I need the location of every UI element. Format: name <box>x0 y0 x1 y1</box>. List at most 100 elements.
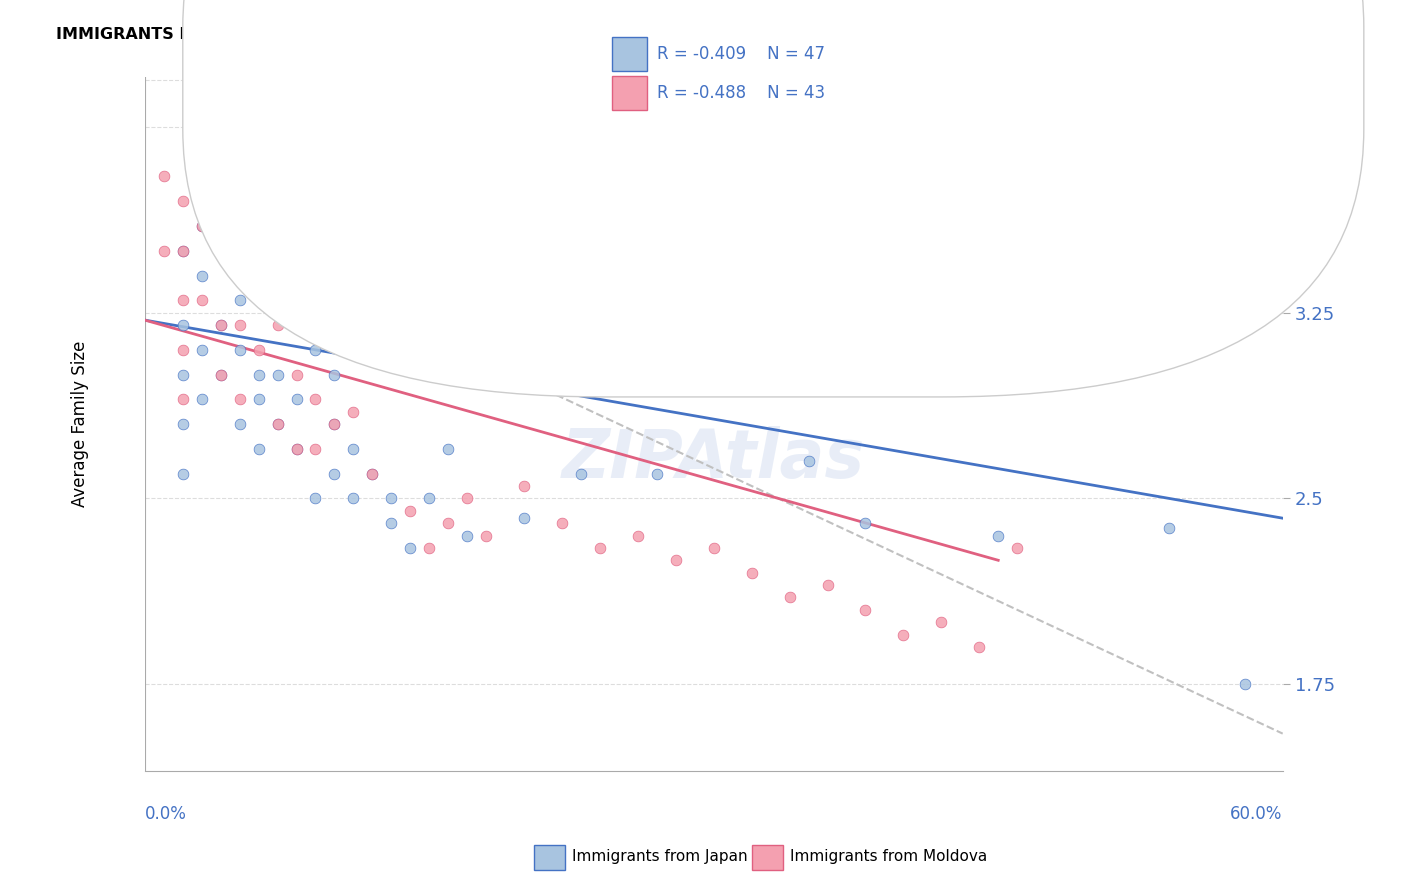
Point <box>172 392 194 407</box>
Point <box>172 293 194 308</box>
Point <box>172 467 194 481</box>
Point <box>855 603 877 617</box>
Point <box>513 479 536 493</box>
Point <box>172 318 194 332</box>
Point <box>323 467 346 481</box>
Point <box>190 268 212 283</box>
Point <box>285 392 308 407</box>
Point <box>190 392 212 407</box>
Point <box>266 417 288 431</box>
Text: ZIPAtlas: ZIPAtlas <box>562 425 865 491</box>
Point <box>456 491 478 506</box>
Point <box>152 169 174 184</box>
Point <box>342 491 364 506</box>
Point <box>209 368 232 382</box>
Point <box>380 516 402 530</box>
Text: 0.0%: 0.0% <box>145 805 187 823</box>
Point <box>475 528 498 542</box>
Point <box>1005 541 1028 555</box>
Point <box>266 417 288 431</box>
Point <box>228 417 250 431</box>
Point <box>247 368 270 382</box>
Point <box>304 442 326 456</box>
Point <box>627 528 650 542</box>
Point <box>569 467 592 481</box>
Point <box>209 244 232 258</box>
Point <box>190 219 212 233</box>
Point <box>589 541 612 555</box>
Point <box>247 343 270 357</box>
Point <box>304 491 326 506</box>
Point <box>399 504 422 518</box>
Point <box>323 417 346 431</box>
Point <box>285 442 308 456</box>
Point <box>779 591 801 605</box>
Point <box>741 566 763 580</box>
Point <box>817 578 839 592</box>
Point <box>190 343 212 357</box>
Point <box>285 368 308 382</box>
Text: R = -0.409    N = 47: R = -0.409 N = 47 <box>657 45 824 63</box>
Point <box>304 343 326 357</box>
Point <box>437 516 460 530</box>
Point <box>399 541 422 555</box>
Point <box>380 491 402 506</box>
Text: Immigrants from Moldova: Immigrants from Moldova <box>790 849 987 863</box>
Point <box>247 392 270 407</box>
Point <box>247 442 270 456</box>
Point <box>190 219 212 233</box>
Point <box>893 627 915 641</box>
Point <box>209 244 232 258</box>
Point <box>152 244 174 258</box>
Point <box>418 541 440 555</box>
Text: R = -0.488    N = 43: R = -0.488 N = 43 <box>657 84 825 102</box>
Point <box>1139 355 1161 369</box>
Point <box>172 194 194 209</box>
Point <box>931 615 953 630</box>
Point <box>361 467 384 481</box>
Text: 60.0%: 60.0% <box>1230 805 1282 823</box>
Point <box>172 417 194 431</box>
Point <box>513 511 536 525</box>
Point <box>228 343 250 357</box>
Point <box>172 244 194 258</box>
Point <box>228 392 250 407</box>
Point <box>967 640 990 654</box>
Point <box>1081 318 1104 332</box>
Point <box>645 467 668 481</box>
Point <box>209 194 232 209</box>
Point <box>1157 521 1180 535</box>
Point <box>304 392 326 407</box>
Point <box>551 516 574 530</box>
Point <box>437 442 460 456</box>
Point <box>190 293 212 308</box>
Point <box>342 405 364 419</box>
Point <box>418 491 440 506</box>
Point <box>323 368 346 382</box>
Text: IMMIGRANTS FROM JAPAN VS IMMIGRANTS FROM MOLDOVA AVERAGE FAMILY SIZE CORRELATION: IMMIGRANTS FROM JAPAN VS IMMIGRANTS FROM… <box>56 27 1000 42</box>
Point <box>209 368 232 382</box>
Text: Immigrants from Japan: Immigrants from Japan <box>572 849 748 863</box>
Point <box>703 541 725 555</box>
Point <box>456 528 478 542</box>
Point <box>987 528 1010 542</box>
Point <box>209 318 232 332</box>
Point <box>228 293 250 308</box>
Point <box>285 442 308 456</box>
Point <box>342 442 364 456</box>
Point <box>361 467 384 481</box>
Point <box>855 516 877 530</box>
Point <box>172 343 194 357</box>
Point <box>797 454 820 468</box>
Point <box>266 318 288 332</box>
Point <box>323 417 346 431</box>
Text: Source: ZipAtlas.com: Source: ZipAtlas.com <box>1202 27 1350 41</box>
Y-axis label: Average Family Size: Average Family Size <box>72 341 89 508</box>
Point <box>172 368 194 382</box>
Point <box>665 553 688 567</box>
Point <box>228 318 250 332</box>
Point <box>266 368 288 382</box>
Point <box>172 244 194 258</box>
Point <box>1233 677 1256 691</box>
Point <box>209 318 232 332</box>
